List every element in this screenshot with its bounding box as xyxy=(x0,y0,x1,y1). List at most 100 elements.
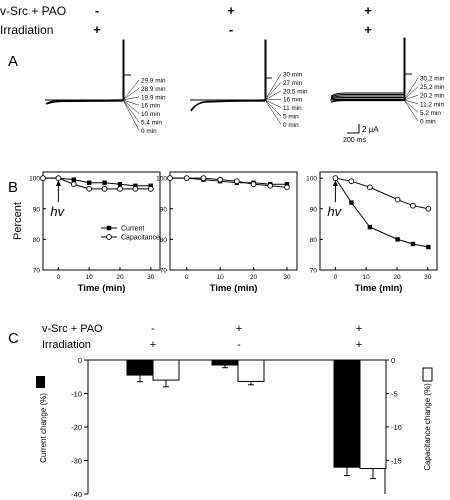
hv-arrow-head xyxy=(332,180,338,186)
bar-sign-row2: - xyxy=(237,339,241,351)
data-point-circle xyxy=(183,175,190,181)
hv-annotation: hv xyxy=(327,204,342,219)
data-point-circle xyxy=(217,176,223,183)
trace-label-leader xyxy=(122,99,140,114)
data-point-circle xyxy=(101,185,108,192)
scale-bar: 2 μA 200 ms xyxy=(343,124,379,144)
trace-label-leader xyxy=(264,90,282,101)
data-point-square xyxy=(349,200,354,205)
trace-label-leader xyxy=(122,88,140,101)
trace-time-label: 11.2 min xyxy=(420,101,444,108)
data-point-circle xyxy=(167,175,173,181)
right-axis-label: Capacitance change (%) xyxy=(423,383,432,471)
data-point-circle xyxy=(394,196,401,203)
right-tick-label: -15 xyxy=(391,457,402,466)
data-point-square xyxy=(284,182,290,187)
trace-label-leader xyxy=(403,86,419,101)
trace-time-label: 0 min xyxy=(283,122,299,129)
plot-frame xyxy=(169,171,298,271)
trace-time-label: 16 min xyxy=(141,103,161,110)
data-point-square xyxy=(367,224,373,230)
trace-time-label: 30.2 min xyxy=(420,76,445,83)
y-tick-label: 90 xyxy=(160,206,168,213)
x-axis-label: Time (min) xyxy=(355,283,403,294)
y-tick-label: 80 xyxy=(310,237,318,244)
data-point-circle xyxy=(332,175,339,181)
x-tick-label: 10 xyxy=(217,274,225,281)
data-point-circle xyxy=(70,181,77,188)
data-point-square xyxy=(102,180,107,185)
trace-panel-2 xyxy=(190,39,272,112)
y-axis-label: Percent xyxy=(12,202,24,240)
trace-time-label: 0 min xyxy=(141,128,157,135)
header-sign-row1-col3: + xyxy=(364,3,372,18)
panel-c-bar-chart: v-Src + PAO Irradiation 0 -10 -20 -30 -40 0 -5 -1… xyxy=(36,323,433,499)
bar-capacitance xyxy=(359,359,387,470)
y-tick-label: 100 xyxy=(306,176,317,183)
x-axis-label: Time (min) xyxy=(78,283,126,294)
bar-sign-row1: + xyxy=(356,323,362,335)
trace-time-label: 5.2 min xyxy=(420,110,441,117)
data-point-circle xyxy=(425,205,432,212)
x-tick-label: 30 xyxy=(424,274,432,281)
y-tick-label: 100 xyxy=(29,176,40,183)
legend-label: Capacitance xyxy=(121,235,160,242)
data-point-circle xyxy=(233,178,240,185)
left-tick-label: -40 xyxy=(71,490,82,499)
x-tick-label: 20 xyxy=(393,274,401,281)
data-point-square xyxy=(148,183,153,188)
trace-time-label: 0 min xyxy=(420,119,436,126)
trace-label-leader xyxy=(403,99,419,122)
x-axis-label: Time (min) xyxy=(210,283,258,294)
left-tick-label: 0 xyxy=(78,356,82,365)
header-sign-row2-col1: + xyxy=(93,22,101,37)
y-tick-label: 80 xyxy=(160,237,168,244)
header-sign-row2-col2: - xyxy=(229,22,233,37)
trace-label-leader xyxy=(122,99,140,131)
trace-label-leader xyxy=(264,99,282,117)
trace-label-leader xyxy=(122,99,140,123)
plot-frame xyxy=(319,171,438,271)
data-point-circle xyxy=(250,181,257,188)
scale-bar-current-label: 2 μA xyxy=(362,125,379,134)
bar-row2-label: Irradiation xyxy=(42,339,91,351)
trace-label-leader xyxy=(403,94,419,101)
bar-current xyxy=(211,359,239,366)
header-sign-row1-col2: + xyxy=(227,3,235,18)
data-point-square xyxy=(410,241,416,247)
data-point-square xyxy=(71,177,76,182)
left-tick-label: -10 xyxy=(71,390,82,399)
capacitance-legend-swatch xyxy=(422,367,433,382)
header-sign-row2-col3: + xyxy=(364,22,372,37)
bar-sign-row1: - xyxy=(151,323,155,335)
left-axis-label: Current change (%) xyxy=(39,393,48,463)
trace-time-label: 11 min xyxy=(283,105,302,112)
trace-time-label: 25.2 min xyxy=(420,84,445,91)
trace-label-leader xyxy=(403,77,419,101)
data-point-circle xyxy=(40,175,46,181)
trace-label-leader xyxy=(122,96,140,101)
trace-panel-1 xyxy=(45,39,131,105)
y-tick-label: 70 xyxy=(33,268,41,275)
panel-label-a: A xyxy=(8,53,18,70)
trace-time-label: 27 min xyxy=(283,80,303,87)
trace-time-label: 28.9 min xyxy=(141,86,166,93)
bar-sign-row2: + xyxy=(150,339,156,351)
data-point-circle xyxy=(284,184,290,191)
trace-label-leader xyxy=(264,99,282,125)
scale-bar-time-label: 200 ms xyxy=(343,137,366,144)
trace-label-leader xyxy=(122,99,140,106)
data-point-circle xyxy=(147,185,154,192)
right-tick-label: -10 xyxy=(391,423,402,432)
trace-label-leader xyxy=(122,79,140,101)
right-tick-label: 0 xyxy=(391,356,395,365)
x-tick-label: 0 xyxy=(334,274,338,281)
hv-arrow-head xyxy=(55,180,61,186)
y-tick-label: 70 xyxy=(310,268,318,275)
trace-label-leader xyxy=(264,98,282,101)
bar-sign-row2: + xyxy=(356,339,362,351)
data-point-square xyxy=(133,183,138,188)
panel-label-b: B xyxy=(8,179,18,196)
trace-time-label: 19.9 min xyxy=(141,94,166,101)
